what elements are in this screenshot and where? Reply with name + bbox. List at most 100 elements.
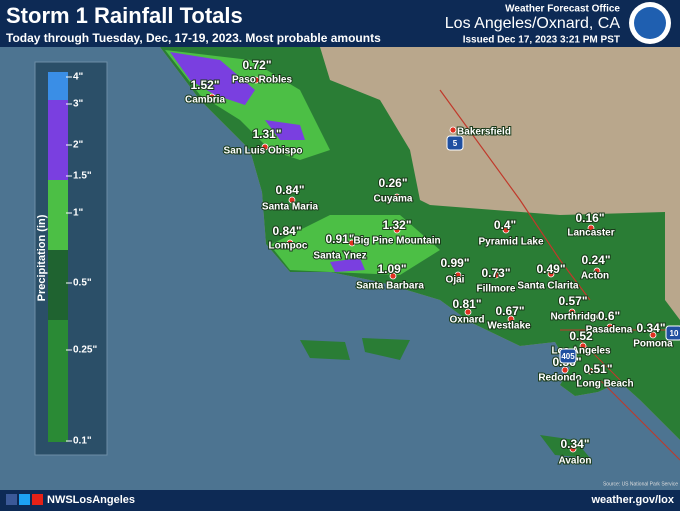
place-dot <box>561 366 569 374</box>
place-dot <box>252 76 260 84</box>
rain-amount: 1.09" <box>377 262 406 276</box>
legend-label: 0.1" <box>73 436 92 447</box>
twitter-icon <box>19 494 30 505</box>
rain-amount: 1.31" <box>252 127 281 141</box>
rain-amount: 0.81" <box>452 297 481 311</box>
highway-shield <box>559 348 577 364</box>
highway-number: 10 <box>670 329 679 338</box>
nws-logo-inner <box>634 7 666 39</box>
rain-amount: 0.52 <box>569 329 593 343</box>
place-dot <box>568 308 576 316</box>
place-dot <box>587 224 595 232</box>
place-name: Westlake <box>487 321 531 332</box>
office-location: Los Angeles/Oxnard, CA <box>445 15 621 32</box>
place-name: Santa Ynez <box>313 251 366 262</box>
rain-amount: 0.72" <box>242 58 271 72</box>
place-name: Pyramid Lake <box>478 237 543 248</box>
rain-amount: 0.26" <box>378 176 407 190</box>
social-handle: NWSLosAngeles <box>47 494 135 506</box>
issued: Issued Dec 17, 2023 3:21 PM PST <box>463 35 620 46</box>
highway-shield <box>446 135 464 151</box>
place-dot <box>389 272 397 280</box>
place-dot <box>261 143 269 151</box>
place-dot <box>464 308 472 316</box>
rain-amount: 0.34" <box>560 437 589 451</box>
place-dot <box>569 445 577 453</box>
rain-amount: 0.16" <box>575 211 604 225</box>
header-bar <box>0 0 680 47</box>
place-name: Lompoc <box>269 241 308 252</box>
highway-number: 5 <box>453 139 458 148</box>
office: Weather Forecast Office <box>505 4 620 15</box>
footer-bar <box>0 490 680 511</box>
rain-amount: 0.84" <box>272 224 301 238</box>
rain-amount: 1.32" <box>382 218 411 232</box>
place-dot <box>348 239 356 247</box>
place-dot <box>288 196 296 204</box>
rain-amount: 0.99" <box>440 256 469 270</box>
rain-amount: 1.52" <box>190 78 219 92</box>
place-name: Avalon <box>559 456 592 467</box>
legend-box <box>34 61 108 456</box>
legend-color <box>48 72 68 100</box>
interstate <box>439 89 591 301</box>
place-name: Santa Clarita <box>517 281 579 292</box>
rain-amount: 0.67" <box>495 304 524 318</box>
rain-heaviest <box>265 120 305 140</box>
place-dot <box>547 270 555 278</box>
subtitle: Today through Tuesday, Dec, 17-19, 2023.… <box>6 31 381 45</box>
place-name: San Luis Obispo <box>224 146 303 157</box>
youtube-icon <box>32 494 43 505</box>
highway-shield <box>665 325 680 341</box>
place-dot <box>586 367 594 375</box>
rain-amount: 0.24" <box>581 253 610 267</box>
rain-amount: 0.73" <box>481 266 510 280</box>
legend-title: Precipitation (in) <box>36 214 48 301</box>
place-dot <box>393 193 401 201</box>
highway-number: 405 <box>561 352 575 361</box>
legend-label: 1" <box>73 208 84 219</box>
legend-label: 0.5" <box>73 278 92 289</box>
rain-amount: 0.4" <box>494 218 516 232</box>
place-name: Lancaster <box>567 228 614 239</box>
place-dot <box>649 331 657 339</box>
place-dot <box>606 323 614 331</box>
place-dot <box>492 271 500 279</box>
place-name: Fillmore <box>477 284 516 295</box>
place-name: Pomona <box>633 339 673 350</box>
place-name: Redondo <box>538 373 581 384</box>
place-name: Long Beach <box>576 379 633 390</box>
place-dot <box>593 267 601 275</box>
legend-label: 1.5" <box>73 171 92 182</box>
place-dot <box>286 239 294 247</box>
place-name: Oxnard <box>449 315 484 326</box>
place-name: Paso Robles <box>232 75 292 86</box>
highway <box>560 329 680 461</box>
rain-heaviest <box>330 258 365 272</box>
place-dot <box>208 93 216 101</box>
source: Source: US National Park Service <box>603 481 678 487</box>
legend-label: 3" <box>73 99 84 110</box>
place-name: Ojai <box>446 275 465 286</box>
legend-color <box>48 320 68 442</box>
island <box>300 338 590 458</box>
place-name: Santa Maria <box>262 202 319 213</box>
rain-heaviest <box>170 52 255 105</box>
place-dot <box>502 226 510 234</box>
place-dot <box>579 342 587 350</box>
title: Storm 1 Rainfall Totals <box>6 3 243 28</box>
rain-amount: 0.34" <box>636 321 665 335</box>
place-dot <box>449 126 457 134</box>
place-name: Santa Barbara <box>356 281 424 292</box>
place-name: Pasadena <box>586 325 633 336</box>
place-dot <box>393 226 401 234</box>
rain-amount: 0.84" <box>275 183 304 197</box>
website: weather.gov/lox <box>590 494 674 506</box>
legend-color <box>48 250 68 320</box>
legend-label: 4" <box>73 72 84 83</box>
place-name: Acton <box>581 271 609 282</box>
place-name: Big Pine Mountain <box>353 236 440 247</box>
place-dot <box>454 271 462 279</box>
rain-amount: 0.57" <box>558 294 587 308</box>
